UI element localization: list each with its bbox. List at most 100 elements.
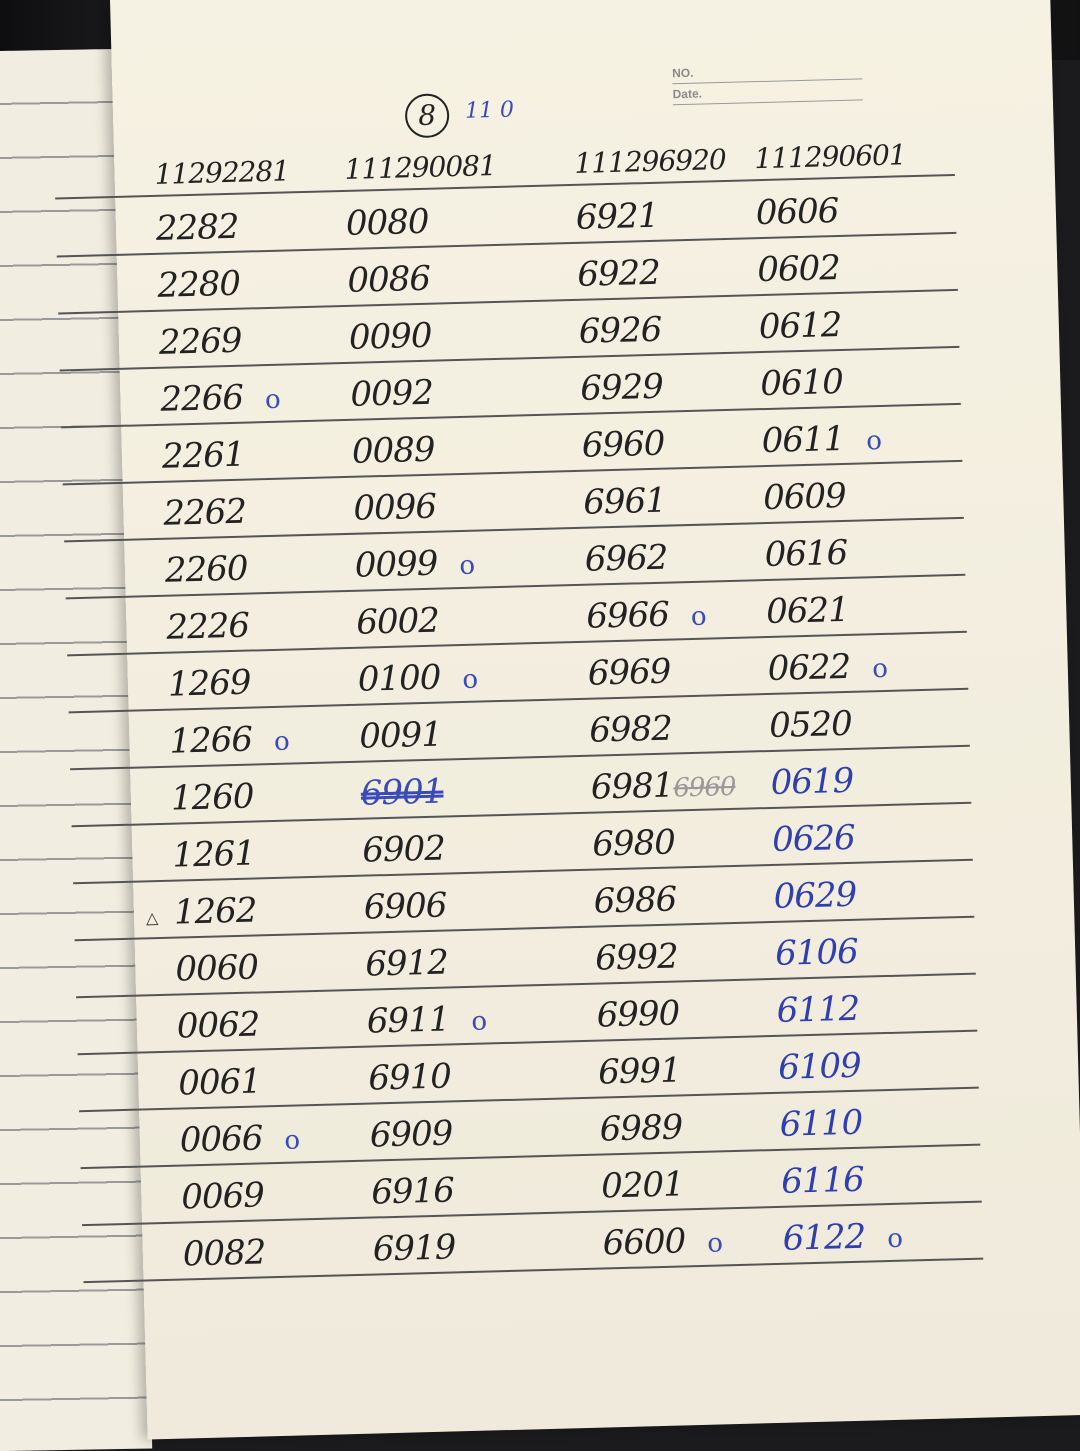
value: 0520: [768, 703, 853, 746]
cell: 1269: [167, 663, 251, 705]
cell: 1260: [170, 777, 254, 819]
circle-check-mark: o: [264, 384, 281, 416]
cell: 6912: [365, 942, 449, 984]
value: 0611: [761, 418, 845, 462]
cell: 0061: [178, 1061, 262, 1103]
value: 0602: [756, 247, 841, 291]
value: 0100: [357, 657, 441, 700]
cell: 2266 o: [160, 377, 280, 420]
cell: 0520: [769, 704, 853, 746]
value: 6600: [602, 1221, 686, 1264]
value: 0092: [349, 372, 434, 415]
cell: 6982: [589, 709, 673, 751]
cell: 6922: [577, 253, 661, 295]
value: 0096: [352, 486, 437, 529]
circle-check-mark: o: [871, 653, 888, 685]
cell: 6600 o: [602, 1220, 722, 1263]
cell: 0610: [760, 362, 844, 404]
circle-check-mark: o: [459, 550, 475, 582]
cell: 6919: [372, 1227, 456, 1269]
triangle-mark: △: [145, 908, 158, 928]
cell: 6926: [578, 310, 662, 352]
value: 6912: [364, 942, 449, 985]
value: 0621: [765, 589, 850, 633]
value: 6909: [369, 1113, 453, 1156]
cell: 6002: [356, 601, 440, 643]
cell: 6990: [596, 993, 680, 1035]
cell: 69816960: [590, 764, 736, 808]
circle-check-mark: o: [865, 425, 882, 457]
cell: 6929: [580, 367, 664, 409]
cell: 0080: [345, 202, 429, 244]
value: 6112: [776, 988, 860, 1031]
circle-check-mark: o: [273, 726, 290, 757]
value: 6960: [581, 423, 665, 466]
value: 2266: [159, 377, 244, 420]
value: 6109: [777, 1045, 862, 1088]
cell: 0626: [772, 818, 856, 860]
value: 0091: [358, 714, 443, 757]
column-header: 111296920: [574, 142, 727, 180]
value: 6980: [591, 822, 676, 865]
value: 2260: [164, 548, 248, 591]
value: 0619: [770, 760, 854, 803]
value: 0089: [351, 429, 435, 472]
value: 6106: [774, 931, 859, 974]
cell: 0622 o: [767, 646, 887, 689]
cell: 0096: [353, 487, 437, 529]
cell: 0091: [359, 715, 443, 757]
cell: 6986: [593, 879, 677, 921]
value: 2280: [156, 263, 241, 306]
value: 6962: [584, 537, 668, 580]
cell: 6116: [781, 1160, 865, 1202]
value: 6981: [590, 765, 674, 808]
cell: 6969: [587, 652, 671, 694]
value: 1269: [167, 662, 251, 705]
cell: 0060: [175, 947, 259, 989]
value: 6969: [587, 651, 671, 694]
page-meta: NO. Date.: [671, 58, 863, 106]
cell: 0629: [773, 875, 857, 917]
cell: 6901: [360, 772, 444, 814]
value: 6906: [363, 885, 447, 928]
cell: 0062: [176, 1004, 260, 1046]
cell: 6992: [595, 936, 679, 978]
cell: 0612: [758, 305, 842, 347]
cell: 0092: [350, 373, 434, 415]
cell: 2261: [161, 435, 245, 477]
cell: 0619: [770, 761, 854, 803]
cell: 2260: [164, 549, 248, 591]
cell: 6902: [362, 829, 446, 871]
cell: 6106: [775, 932, 859, 974]
cell: 6112: [776, 989, 860, 1031]
value: 6919: [372, 1227, 456, 1270]
value: 1261: [171, 833, 256, 876]
cell: 2226: [166, 606, 250, 648]
value: 1260: [170, 776, 254, 819]
value: 0201: [600, 1164, 685, 1207]
value: 6961: [582, 480, 667, 523]
value: 6902: [361, 828, 446, 871]
cell: 0616: [764, 533, 848, 575]
value: 1262: [173, 890, 257, 933]
cell: 0089: [351, 430, 435, 472]
cell: 6109: [778, 1046, 862, 1088]
value: 6982: [588, 708, 673, 751]
value: 0616: [764, 532, 848, 576]
value: 2226: [165, 605, 250, 648]
value: 6122: [782, 1216, 866, 1259]
cell: 6110: [779, 1103, 863, 1145]
value: 2282: [155, 206, 240, 249]
cell: 6960: [581, 424, 665, 466]
value: 6986: [593, 879, 677, 922]
cell: 6966 o: [586, 594, 706, 637]
value: 0622: [767, 646, 851, 690]
date-label: Date.: [672, 79, 863, 106]
cell: 0100 o: [357, 657, 477, 700]
value: 0609: [762, 475, 847, 519]
value: 0082: [182, 1232, 266, 1275]
circle-check-mark: o: [690, 601, 706, 633]
circle-check-mark: o: [462, 664, 478, 696]
value: 2262: [162, 491, 247, 534]
circle-check-mark: o: [471, 1006, 487, 1037]
